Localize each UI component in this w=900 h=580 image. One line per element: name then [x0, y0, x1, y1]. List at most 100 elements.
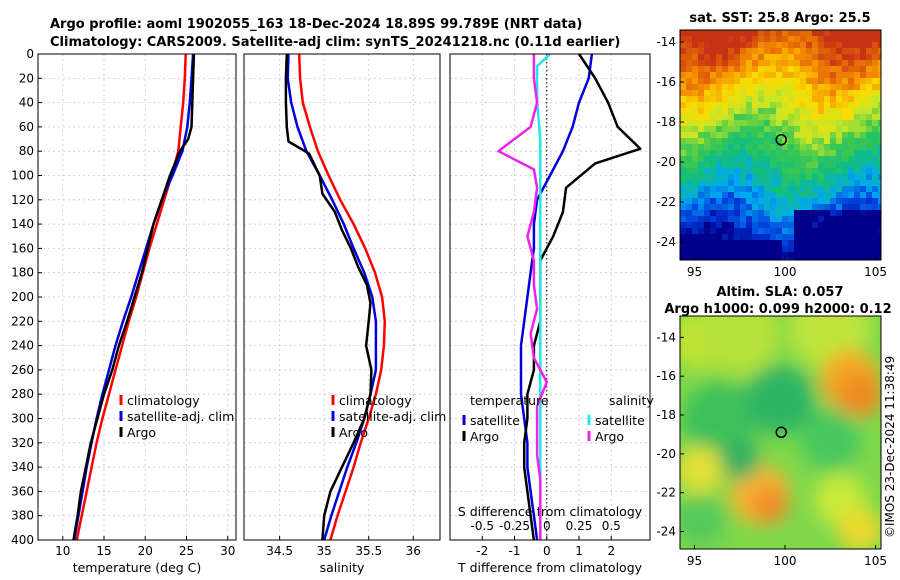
sst-cell	[716, 150, 722, 156]
sst-cell	[812, 234, 818, 240]
sst-cell	[740, 180, 746, 186]
sst-cell	[800, 48, 806, 54]
sst-cell	[734, 30, 740, 36]
sst-cell	[818, 96, 824, 102]
sst-map-axes: 95 100 105 -14 -16 -18 -20 -22 -24	[656, 35, 887, 279]
sst-cell	[842, 72, 848, 78]
sst-cell	[746, 114, 752, 120]
sst-cell	[740, 60, 746, 66]
sst-cell	[746, 186, 752, 192]
sst-cell	[728, 30, 734, 36]
map-y-tick-label: -18	[656, 115, 676, 129]
sst-cell	[830, 228, 836, 234]
sst-cell	[728, 84, 734, 90]
sst-cell	[842, 180, 848, 186]
sst-cell	[764, 234, 770, 240]
salinity-panel: 34.5 35 35.5 36 salinity climatologysatellite…	[243, 53, 446, 575]
sst-cell	[836, 36, 842, 42]
sst-cell	[866, 192, 872, 198]
sst-cell	[764, 174, 770, 180]
sst-cell	[680, 162, 686, 168]
sst-cell	[698, 114, 704, 120]
sst-cell	[782, 66, 788, 72]
x-tick-label: 20	[138, 544, 153, 558]
sst-cell	[800, 66, 806, 72]
sst-cell	[680, 240, 686, 246]
sst-cell	[818, 240, 824, 246]
sst-cell	[836, 120, 842, 126]
sst-cell	[824, 192, 830, 198]
sst-cell	[836, 114, 842, 120]
sst-cell	[722, 144, 728, 150]
sst-cell	[782, 90, 788, 96]
sst-cell	[836, 186, 842, 192]
sst-cell	[860, 54, 866, 60]
sst-cell	[740, 234, 746, 240]
sst-cell	[758, 174, 764, 180]
sst-cell	[764, 180, 770, 186]
sst-cell	[836, 156, 842, 162]
sst-cell	[770, 192, 776, 198]
sst-cell	[872, 72, 878, 78]
sst-cell	[680, 84, 686, 90]
sst-cell	[746, 72, 752, 78]
sst-cell	[734, 114, 740, 120]
sst-cell	[848, 180, 854, 186]
sst-cell	[860, 96, 866, 102]
sst-cell	[710, 132, 716, 138]
sst-cell	[734, 126, 740, 132]
sst-cell	[842, 210, 848, 216]
sst-cell	[776, 150, 782, 156]
sst-cell	[794, 240, 800, 246]
sst-cell	[716, 162, 722, 168]
sst-cell	[842, 258, 848, 260]
sst-cell	[782, 102, 788, 108]
sst-cell	[752, 132, 758, 138]
sst-cell	[722, 168, 728, 174]
y-tick-label: 400	[11, 533, 34, 547]
sst-cell	[752, 84, 758, 90]
sst-cell	[866, 228, 872, 234]
sst-cell	[680, 216, 686, 222]
sst-cell	[848, 102, 854, 108]
sst-cell	[710, 114, 716, 120]
sst-cell	[740, 48, 746, 54]
sst-cell	[872, 48, 878, 54]
sst-cell	[776, 42, 782, 48]
sst-cell	[842, 84, 848, 90]
sst-cell	[806, 120, 812, 126]
sst-cell	[842, 108, 848, 114]
x2-tick-label: 0	[543, 519, 551, 533]
sst-cell	[782, 84, 788, 90]
sst-cell	[812, 204, 818, 210]
sst-cell	[734, 246, 740, 252]
sst-cell	[728, 240, 734, 246]
sst-cell	[770, 168, 776, 174]
sst-cell	[788, 138, 794, 144]
sst-cell	[776, 210, 782, 216]
sst-cell	[824, 30, 830, 36]
x-tick-label: 35	[317, 544, 332, 558]
sst-cell	[692, 210, 698, 216]
series-line-climatology	[297, 53, 387, 541]
sst-cell	[812, 102, 818, 108]
sst-cell	[770, 210, 776, 216]
sst-cell	[836, 90, 842, 96]
y-tick-label: 320	[11, 436, 34, 450]
sst-cell	[740, 108, 746, 114]
plot-frame	[37, 53, 237, 541]
sst-cell	[794, 228, 800, 234]
sst-cell	[782, 48, 788, 54]
sst-cell	[704, 192, 710, 198]
x-tick-label: 2	[607, 544, 615, 558]
sst-cell	[686, 108, 692, 114]
sst-cell	[818, 204, 824, 210]
sst-cell	[788, 60, 794, 66]
sst-cell	[782, 222, 788, 228]
sst-cell	[776, 252, 782, 258]
sst-cell	[806, 174, 812, 180]
sst-cell	[680, 174, 686, 180]
sst-cell	[752, 114, 758, 120]
series-line-climatology	[75, 53, 187, 541]
sst-cell	[740, 162, 746, 168]
